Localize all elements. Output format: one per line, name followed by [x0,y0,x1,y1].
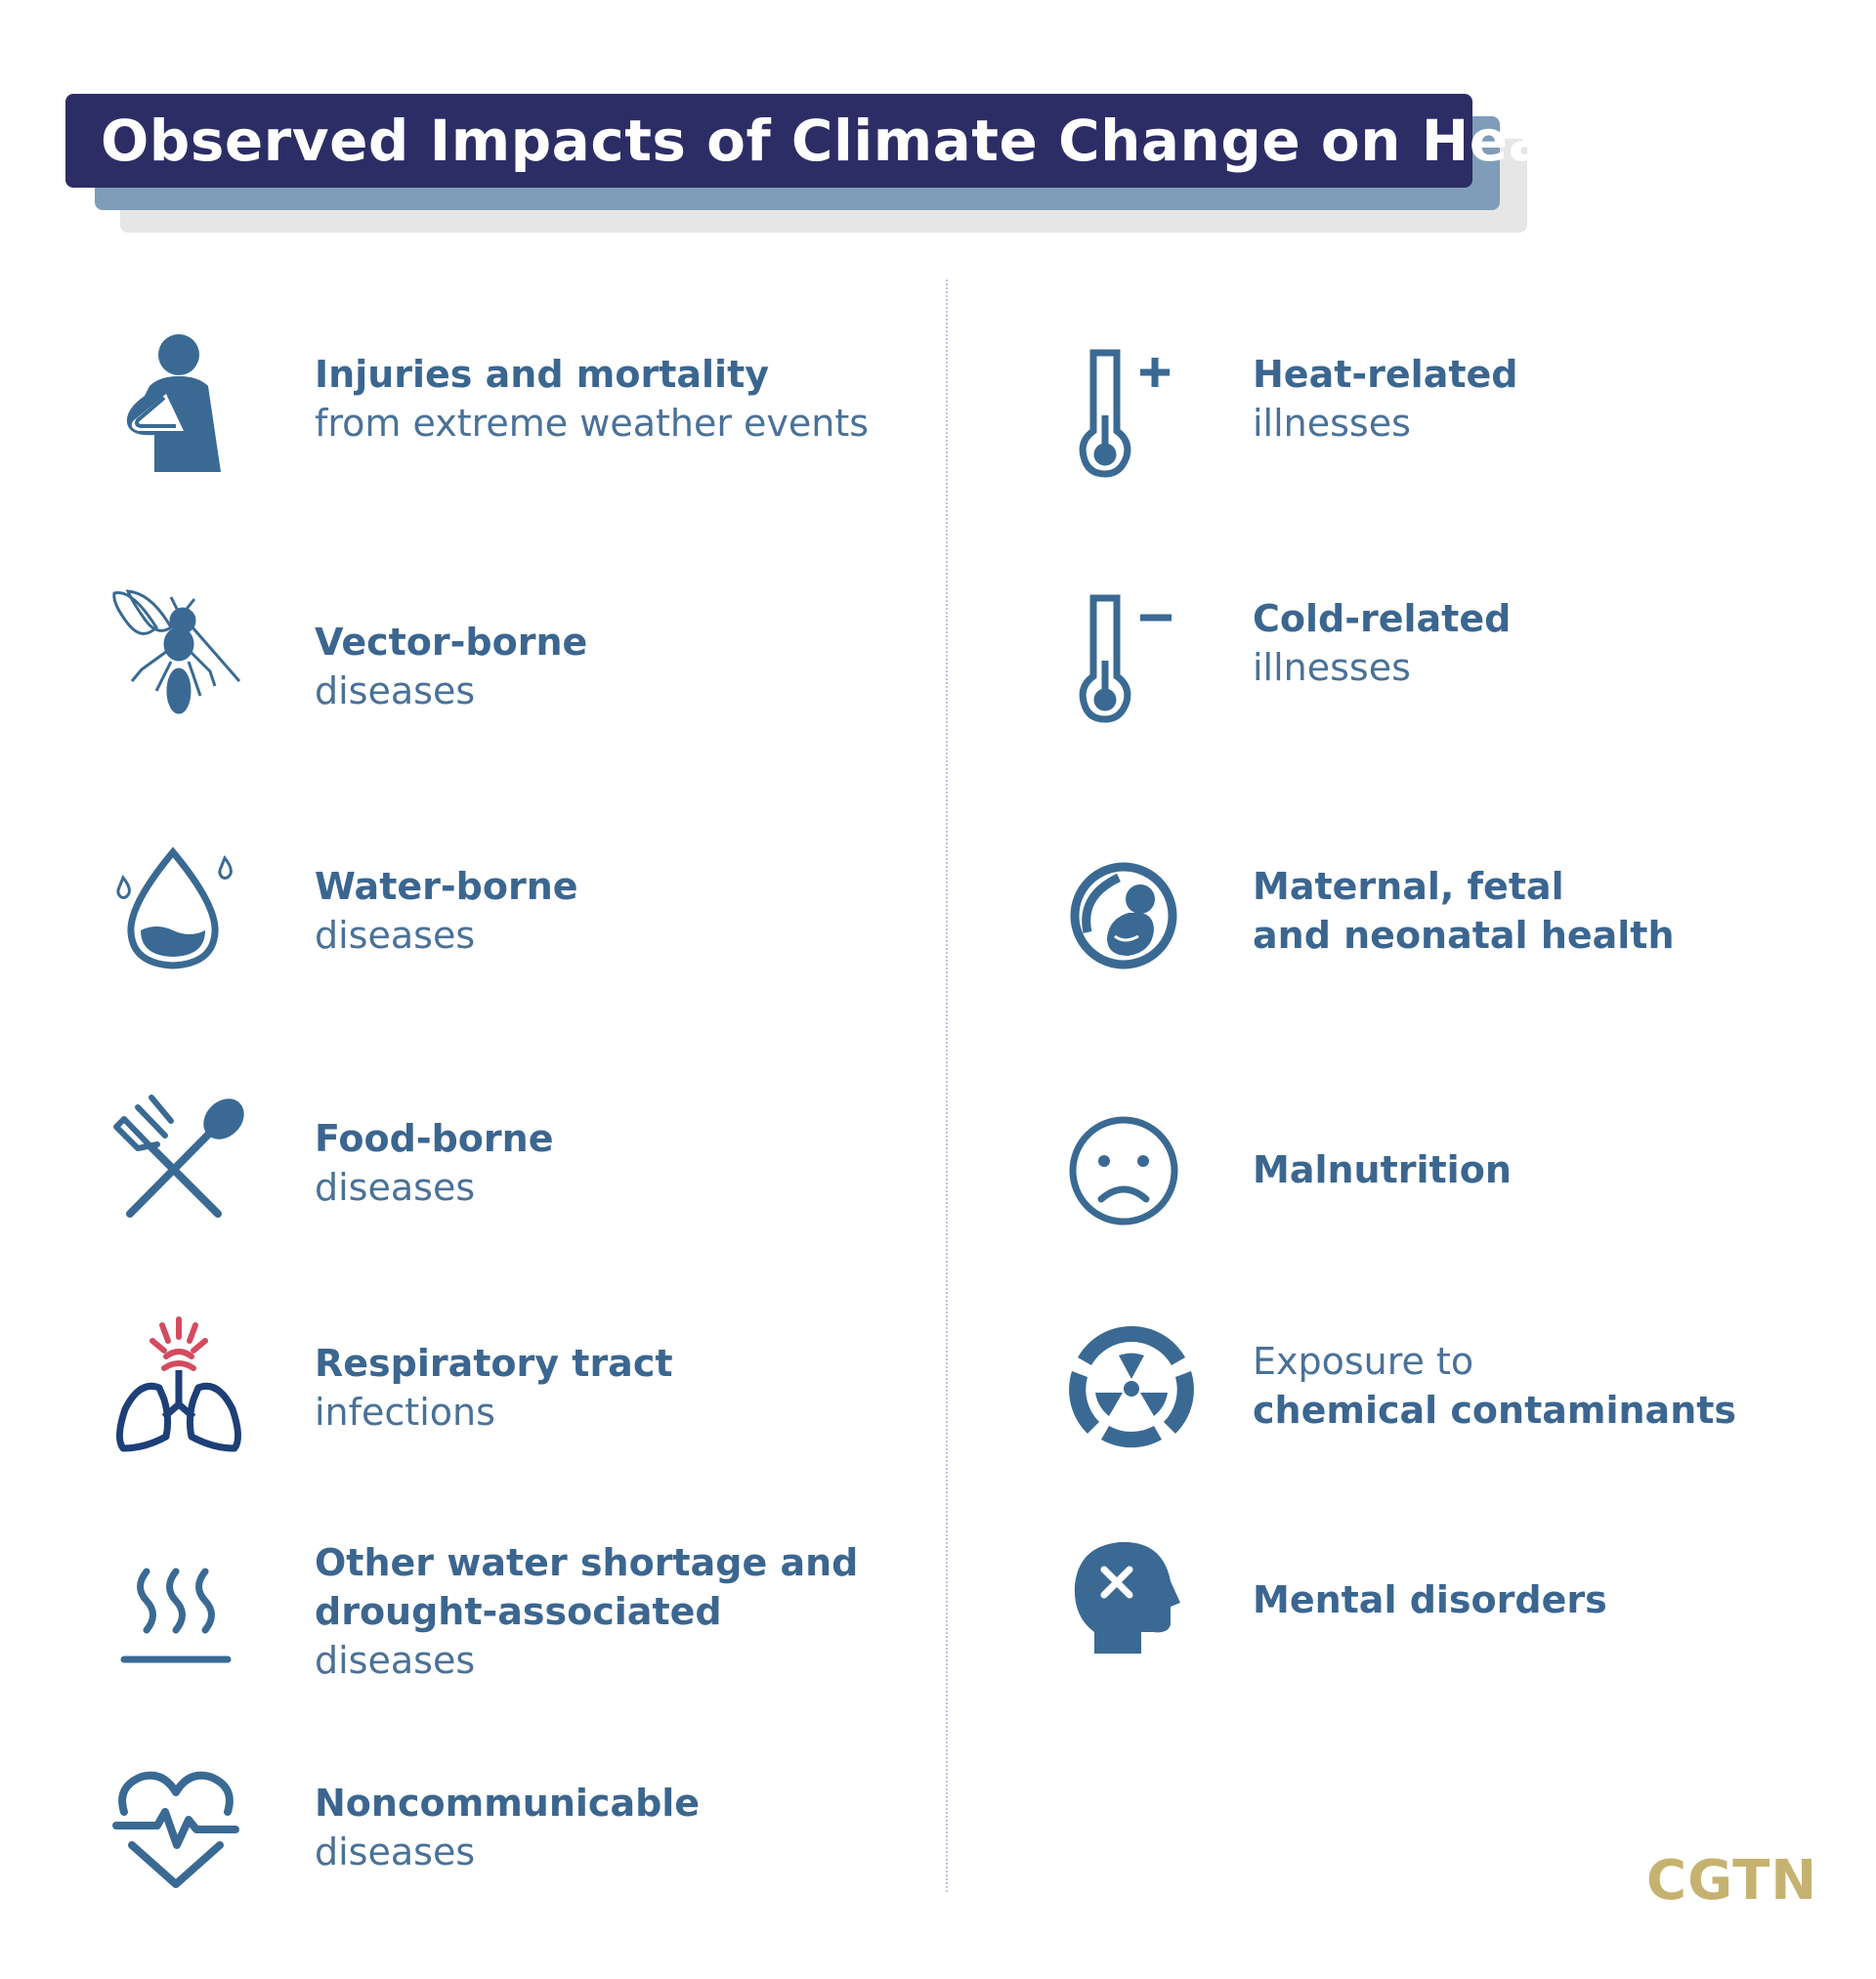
item-vector-bold: Vector-borne [315,621,588,664]
item-maternal-bold-2: and neonatal health [1253,914,1675,957]
item-chemical-bold: chemical contaminants [1253,1389,1737,1432]
heat-waves-icon [103,1544,249,1691]
thermometer-minus-icon [1050,582,1197,729]
item-mental-bold: Mental disorders [1253,1578,1607,1621]
thermometer-plus-icon [1050,337,1197,484]
injured-person-icon [106,327,252,474]
item-maternal-bold-1: Maternal, fetal [1253,865,1564,908]
head-x-icon [1055,1527,1202,1673]
sad-face-icon [1050,1097,1197,1244]
item-drought-bold-2: drought-associated [315,1590,722,1633]
item-noncommunicable-normal: diseases [315,1830,476,1873]
item-noncommunicable-bold: Noncommunicable [315,1782,701,1825]
item-respiratory-bold: Respiratory tract [315,1342,673,1385]
mosquito-icon [103,583,249,730]
fork-spoon-icon [103,1092,249,1238]
lungs-icon [106,1312,252,1458]
heart-pulse-icon [103,1751,249,1898]
item-respiratory-normal: infections [315,1391,495,1434]
item-injuries-bold: Injuries and mortality [315,353,770,396]
item-chemical-normal: Exposure to [1253,1340,1474,1383]
cgtn-logo: CGTN [1646,1849,1818,1913]
item-heat-normal: illnesses [1253,402,1411,445]
fetus-icon [1050,842,1197,989]
item-food-normal: diseases [315,1166,476,1209]
item-malnutrition-bold: Malnutrition [1253,1148,1512,1191]
water-drop-icon [100,837,246,983]
item-drought-bold-1: Other water shortage and [315,1541,859,1584]
item-water-bold: Water-borne [315,865,578,908]
page-title: Observed Impacts of Climate Change on He… [101,108,1636,174]
item-vector-normal: diseases [315,669,476,712]
title-banner: Observed Impacts of Climate Change on He… [65,94,1635,188]
radiation-icon [1058,1314,1205,1461]
item-cold-bold: Cold-related [1253,597,1512,640]
item-heat-bold: Heat-related [1253,353,1518,396]
column-divider [946,280,948,1892]
item-injuries-normal: from extreme weather events [315,402,870,445]
item-food-bold: Food-borne [315,1117,554,1160]
item-water-normal: diseases [315,914,476,957]
item-drought-normal: diseases [315,1639,476,1682]
item-cold-normal: illnesses [1253,646,1411,689]
